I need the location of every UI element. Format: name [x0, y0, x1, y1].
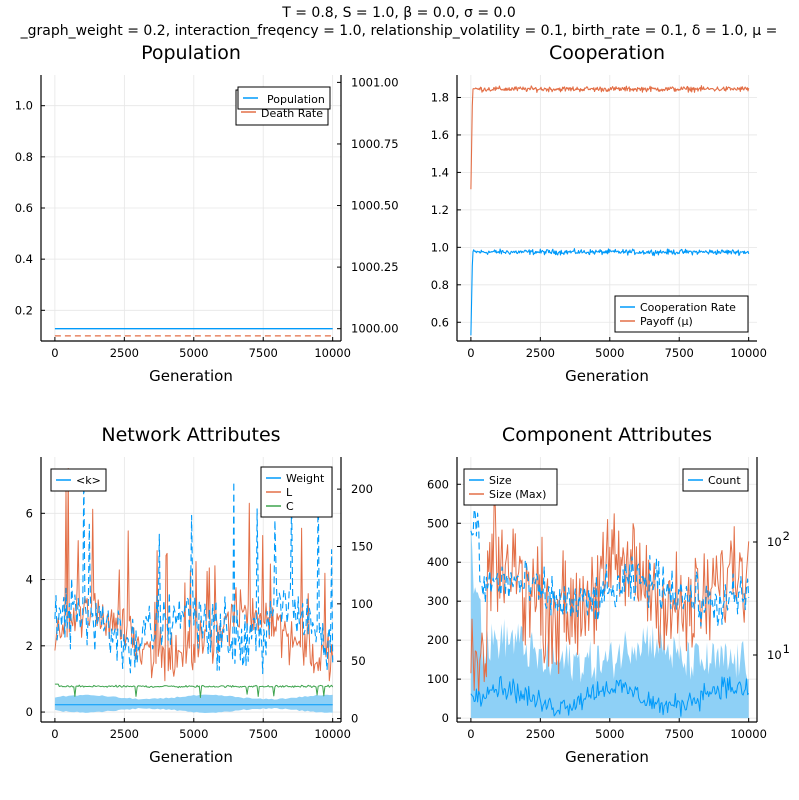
series-line-cooperation-rate: [470, 248, 750, 336]
legend-label: Payoff (μ): [640, 315, 693, 328]
y-tick-label: 0: [26, 705, 33, 719]
y2-tick-label: 1000.50: [351, 199, 399, 213]
legend-label: Count: [708, 474, 741, 487]
x-tick-label: 5000: [179, 346, 208, 360]
y-tick-label: 1.0: [431, 240, 449, 254]
x-tick-label: 0: [467, 727, 474, 741]
y-tick-label: 0.6: [15, 201, 33, 215]
x-tick-label: 2500: [110, 346, 139, 360]
y-tick-label: 0.2: [15, 303, 33, 317]
series-line-payoff: [470, 85, 750, 190]
legend-label: C: [286, 500, 294, 513]
y2-tick-label: 150: [351, 539, 373, 553]
x-tick-label: 2500: [526, 727, 555, 741]
panel-1: Population 0 2500 5000 7500 10000 Generation 0.…: [15, 42, 399, 385]
legend-box: [682, 468, 749, 492]
legend-label: L: [286, 486, 293, 499]
series-line-k: [54, 473, 334, 675]
y-tick-label: 6: [26, 506, 33, 520]
series-band-size: [470, 524, 749, 719]
y-tick-label: 2: [26, 639, 33, 653]
y2-tick-label: 1000.75: [351, 137, 399, 151]
y-tick-label: 0.4: [15, 252, 33, 266]
y-tick-label: 300: [427, 594, 449, 608]
series-band-weight: [54, 694, 333, 713]
legend-label: Population: [267, 93, 325, 106]
y-tick-label: 0.8: [15, 150, 33, 164]
y2-tick-exponent: 1: [783, 642, 790, 656]
x-tick-label: 10000: [314, 727, 351, 741]
y-tick-label: 0: [442, 711, 449, 725]
y-tick-label: 200: [427, 633, 449, 647]
x-axis-label: Generation: [565, 748, 649, 766]
y-tick-label: 500: [427, 516, 449, 530]
x-tick-label: 10000: [314, 346, 351, 360]
legend-box: [463, 468, 558, 506]
figure-title-line-1: T = 0.8, S = 1.0, β = 0.0, σ = 0.0: [281, 5, 516, 21]
y-tick-label: 400: [427, 555, 449, 569]
series-line-count: [470, 508, 750, 627]
series-line-size: [470, 675, 750, 717]
x-tick-label: 0: [467, 346, 474, 360]
series-line-l: [54, 468, 334, 682]
y-tick-label: 100: [427, 672, 449, 686]
x-axis-label: Generation: [565, 367, 649, 385]
series-line-size-max: [470, 492, 750, 695]
x-tick-label: 7500: [665, 346, 694, 360]
legend-label: Weight: [286, 472, 325, 485]
legend-label: <k>: [76, 474, 101, 487]
x-tick-label: 7500: [249, 727, 278, 741]
panel-title: Cooperation: [549, 42, 665, 64]
y2-tick-label: 50: [351, 654, 366, 668]
y-tick-label: 600: [427, 477, 449, 491]
legend-label: Size (Max): [489, 488, 546, 501]
y-tick-label: 0.8: [431, 278, 449, 292]
legend-box: [614, 295, 749, 333]
legend-label: Death Rate: [261, 107, 323, 120]
panel-title: Network Attributes: [101, 424, 280, 446]
x-tick-label: 5000: [595, 346, 624, 360]
y-tick-label: 1.4: [431, 165, 449, 179]
x-tick-label: 2500: [110, 727, 139, 741]
y-tick-label: 1.2: [431, 203, 449, 217]
x-tick-label: 7500: [665, 727, 694, 741]
legend-box-left: [237, 86, 331, 110]
x-tick-label: 0: [51, 346, 58, 360]
legend-label: Size: [489, 474, 512, 487]
legend-box: [50, 468, 107, 492]
x-tick-label: 10000: [730, 727, 767, 741]
panel-title: Component Attributes: [502, 424, 712, 446]
y2-tick-exponent: 2: [783, 529, 790, 543]
y2-tick-label: 10: [767, 535, 782, 549]
y2-tick-label: 10: [767, 648, 782, 662]
legend-label: Cooperation Rate: [640, 301, 736, 314]
y-tick-label: 1.0: [15, 99, 33, 113]
x-axis-label: Generation: [149, 367, 233, 385]
y2-tick-label: 1000.25: [351, 260, 399, 274]
y-tick-label: 1.8: [431, 90, 449, 104]
x-tick-label: 5000: [595, 727, 624, 741]
y2-tick-label: 1001.00: [351, 75, 399, 89]
x-axis-label: Generation: [149, 748, 233, 766]
y2-tick-label: 100: [351, 597, 373, 611]
panel-2: Cooperation 0 2500 5000 7500 10000 Generation 0…: [431, 42, 767, 385]
y2-tick-label: 1000.00: [351, 322, 399, 336]
x-tick-label: 0: [51, 727, 58, 741]
x-tick-label: 2500: [526, 346, 555, 360]
x-tick-label: 10000: [730, 346, 767, 360]
y2-tick-label: 200: [351, 482, 373, 496]
x-tick-label: 5000: [179, 727, 208, 741]
panel-title: Population: [141, 42, 241, 64]
y2-tick-label: 0: [351, 712, 358, 726]
y-tick-label: 0.6: [431, 315, 449, 329]
y-tick-label: 1.6: [431, 128, 449, 142]
y-tick-label: 4: [26, 573, 33, 587]
figure-title-line-2: _graph_weight = 0.2, interaction_freqenc…: [20, 23, 778, 39]
series-line-c: [54, 683, 334, 698]
x-tick-label: 7500: [249, 346, 278, 360]
